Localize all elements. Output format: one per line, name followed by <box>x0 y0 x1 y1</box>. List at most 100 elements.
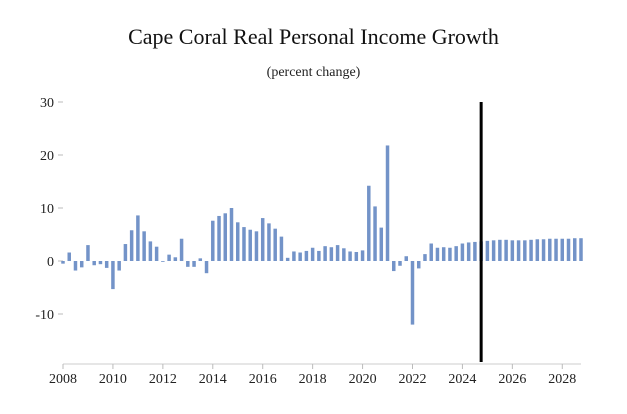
bar-2023Q2 <box>441 247 446 261</box>
bar-2024Q2 <box>466 242 471 261</box>
x-axis: 2008 2010 2012 2014 2016 2018 2020 2022 2024 2026… <box>49 363 581 387</box>
bar-2009Q3 <box>98 261 103 265</box>
x-tick-label: 2022 <box>398 372 426 387</box>
bar-2019Q4 <box>354 251 359 261</box>
bar-2017Q3 <box>298 252 302 261</box>
x-tick-label: 2014 <box>199 372 227 387</box>
bar-2009Q2 <box>92 261 96 266</box>
bar-2016Q1 <box>260 218 265 261</box>
bar-2008Q2 <box>67 252 71 261</box>
bar-2011Q3 <box>148 241 153 261</box>
y-tick-label: 10 <box>40 202 54 217</box>
bar-2020Q2 <box>367 185 371 261</box>
bar-2018Q2 <box>317 250 321 261</box>
x-tick-label: 2028 <box>548 372 576 387</box>
x-tick-label: 2010 <box>99 372 127 387</box>
bar-2014Q2 <box>217 215 221 261</box>
y-tick-label: 20 <box>40 149 54 164</box>
bar-2016Q4 <box>279 236 284 261</box>
bar-2014Q1 <box>211 220 215 261</box>
bar-2014Q4 <box>229 208 234 261</box>
x-tick-label: 2016 <box>249 372 277 387</box>
bar-2027Q1 <box>535 239 540 261</box>
bar-2021Q2 <box>392 261 396 272</box>
bar-2019Q1 <box>335 245 340 261</box>
bar-2017Q4 <box>304 250 309 261</box>
bar-2011Q4 <box>154 246 159 261</box>
bar-2024Q1 <box>460 243 465 261</box>
bar-2027Q2 <box>541 239 546 261</box>
bar-2021Q3 <box>398 261 402 266</box>
y-tick-label: -10 <box>35 308 54 323</box>
bar-2018Q3 <box>323 246 327 261</box>
bar-2010Q3 <box>123 244 128 261</box>
bar-2025Q2 <box>491 240 496 261</box>
bar-2023Q1 <box>435 247 440 261</box>
x-tick-label: 2018 <box>299 372 327 387</box>
bar-2010Q1 <box>111 261 115 290</box>
bar-2017Q1 <box>285 257 290 261</box>
bar-2009Q4 <box>104 261 109 268</box>
bar-2013Q1 <box>186 261 190 267</box>
chart-title: Cape Coral Real Personal Income Growth <box>128 24 499 49</box>
bar-2019Q3 <box>348 251 352 261</box>
bar-series <box>61 145 583 325</box>
bar-2015Q1 <box>236 222 240 261</box>
bar-2012Q3 <box>173 257 178 261</box>
bar-2008Q4 <box>79 261 84 268</box>
bar-2012Q1 <box>161 261 165 262</box>
bar-2010Q4 <box>129 230 134 261</box>
bar-2019Q2 <box>342 248 346 261</box>
bar-2018Q4 <box>329 247 334 261</box>
bar-2028Q3 <box>573 238 577 261</box>
bar-2026Q1 <box>510 240 515 261</box>
bar-2014Q3 <box>223 213 228 261</box>
bar-2028Q4 <box>579 238 583 261</box>
chart-subtitle: (percent change) <box>266 65 361 80</box>
bar-2012Q4 <box>179 238 184 261</box>
bar-2024Q3 <box>473 241 477 261</box>
bar-2015Q3 <box>248 229 252 261</box>
bar-2022Q3 <box>423 254 427 261</box>
bar-2013Q4 <box>204 261 209 274</box>
bar-2028Q1 <box>560 238 565 261</box>
bar-2018Q1 <box>310 247 315 261</box>
bar-2020Q3 <box>373 206 377 261</box>
bar-2027Q4 <box>554 238 558 261</box>
x-tick-label: 2026 <box>498 372 526 387</box>
bar-2022Q2 <box>416 261 421 269</box>
bar-2021Q4 <box>404 256 408 261</box>
bar-2013Q2 <box>192 261 196 267</box>
bar-2026Q2 <box>516 240 521 261</box>
bar-2011Q2 <box>142 231 146 261</box>
bar-2020Q1 <box>360 250 365 261</box>
bar-2016Q3 <box>273 228 277 261</box>
bar-2022Q1 <box>410 261 415 325</box>
bar-2017Q2 <box>292 251 296 261</box>
y-tick-label: 0 <box>47 255 54 270</box>
bar-2010Q2 <box>117 261 121 271</box>
bar-2023Q3 <box>448 247 452 261</box>
bar-2011Q1 <box>136 215 140 261</box>
bar-2025Q4 <box>504 239 508 261</box>
bar-2008Q1 <box>61 261 65 264</box>
bar-2013Q3 <box>198 258 203 261</box>
bar-2022Q4 <box>429 243 433 261</box>
y-axis: 30 20 10 0 -10 <box>35 96 63 323</box>
bar-2016Q2 <box>267 223 271 261</box>
x-tick-label: 2020 <box>349 372 377 387</box>
x-tick-label: 2012 <box>149 372 177 387</box>
bar-2009Q1 <box>86 245 90 261</box>
bar-2015Q4 <box>254 231 259 261</box>
y-tick-label: 30 <box>40 96 54 111</box>
bar-2012Q2 <box>167 254 171 261</box>
bar-2025Q3 <box>498 239 502 261</box>
bar-2026Q3 <box>523 240 527 261</box>
bar-2027Q3 <box>548 238 552 261</box>
bar-2008Q3 <box>73 261 78 271</box>
bar-2023Q4 <box>454 246 458 261</box>
bar-2021Q1 <box>385 145 390 261</box>
bar-2020Q4 <box>379 227 384 261</box>
x-tick-label: 2024 <box>448 372 476 387</box>
